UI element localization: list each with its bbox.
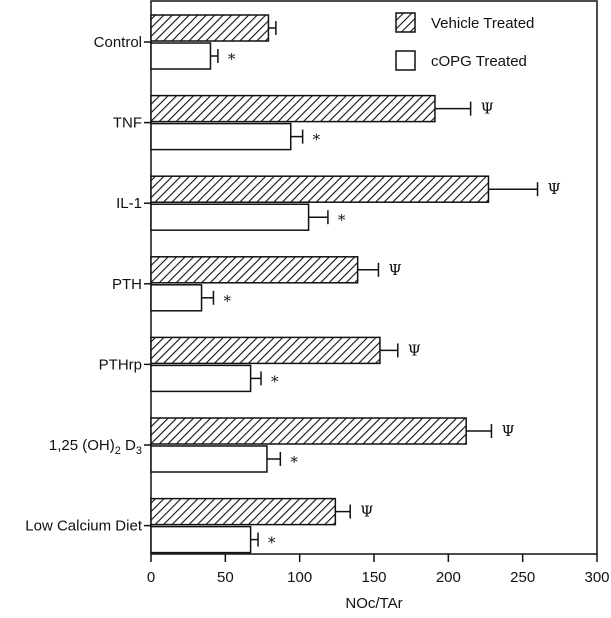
copg-bar xyxy=(150,364,252,393)
vehicle-bar xyxy=(150,14,270,42)
x-tick-label: 300 xyxy=(584,569,609,586)
copg-bar xyxy=(150,525,252,554)
copg-bar xyxy=(150,203,310,231)
significance-psi: Ψ xyxy=(360,503,373,521)
y-tick-label: 1,25 (OH)2 D3 xyxy=(49,437,142,457)
significance-star: * xyxy=(338,211,346,229)
y-tick-label: IL-1 xyxy=(116,195,142,212)
legend-label-copg: cOPG Treated xyxy=(431,53,527,70)
x-tick-label: 150 xyxy=(361,569,386,586)
significance-psi: Ψ xyxy=(408,341,421,359)
significance-psi: Ψ xyxy=(388,261,401,279)
y-tick-label: PTH xyxy=(112,276,142,293)
copg-bar xyxy=(150,445,268,473)
y-tick-label: PTHrp xyxy=(99,356,142,373)
significance-star: * xyxy=(223,292,231,310)
x-tick-label: 200 xyxy=(436,569,461,586)
x-tick-label: 50 xyxy=(217,569,234,586)
significance-psi: Ψ xyxy=(481,100,494,118)
y-tick-label: Low Calcium Diet xyxy=(25,518,143,535)
copg-bar xyxy=(150,284,203,312)
legend-label-vehicle: Vehicle Treated xyxy=(431,15,534,32)
vehicle-bar xyxy=(150,94,436,123)
significance-psi: Ψ xyxy=(548,180,561,198)
significance-star: * xyxy=(290,453,298,471)
vehicle-bar xyxy=(150,497,337,526)
copg-bar xyxy=(150,42,212,70)
legend-swatch-copg xyxy=(395,50,416,71)
significance-star: * xyxy=(271,372,279,390)
vehicle-bar xyxy=(150,417,467,445)
y-tick-label: TNF xyxy=(113,115,142,132)
y-tick-label: Control xyxy=(94,34,142,51)
vehicle-bar xyxy=(150,175,490,203)
vehicle-bar xyxy=(150,256,359,284)
x-axis-label: NOc/TAr xyxy=(345,595,402,612)
x-tick-label: 100 xyxy=(287,569,312,586)
vehicle-bar xyxy=(150,336,381,365)
legend-swatch-vehicle xyxy=(395,12,416,33)
significance-star: * xyxy=(268,534,276,552)
x-tick-label: 250 xyxy=(510,569,535,586)
significance-star: * xyxy=(313,131,321,149)
copg-bar xyxy=(150,122,292,151)
significance-star: * xyxy=(228,50,236,68)
significance-psi: Ψ xyxy=(501,422,514,440)
x-tick-label: 0 xyxy=(147,569,155,586)
